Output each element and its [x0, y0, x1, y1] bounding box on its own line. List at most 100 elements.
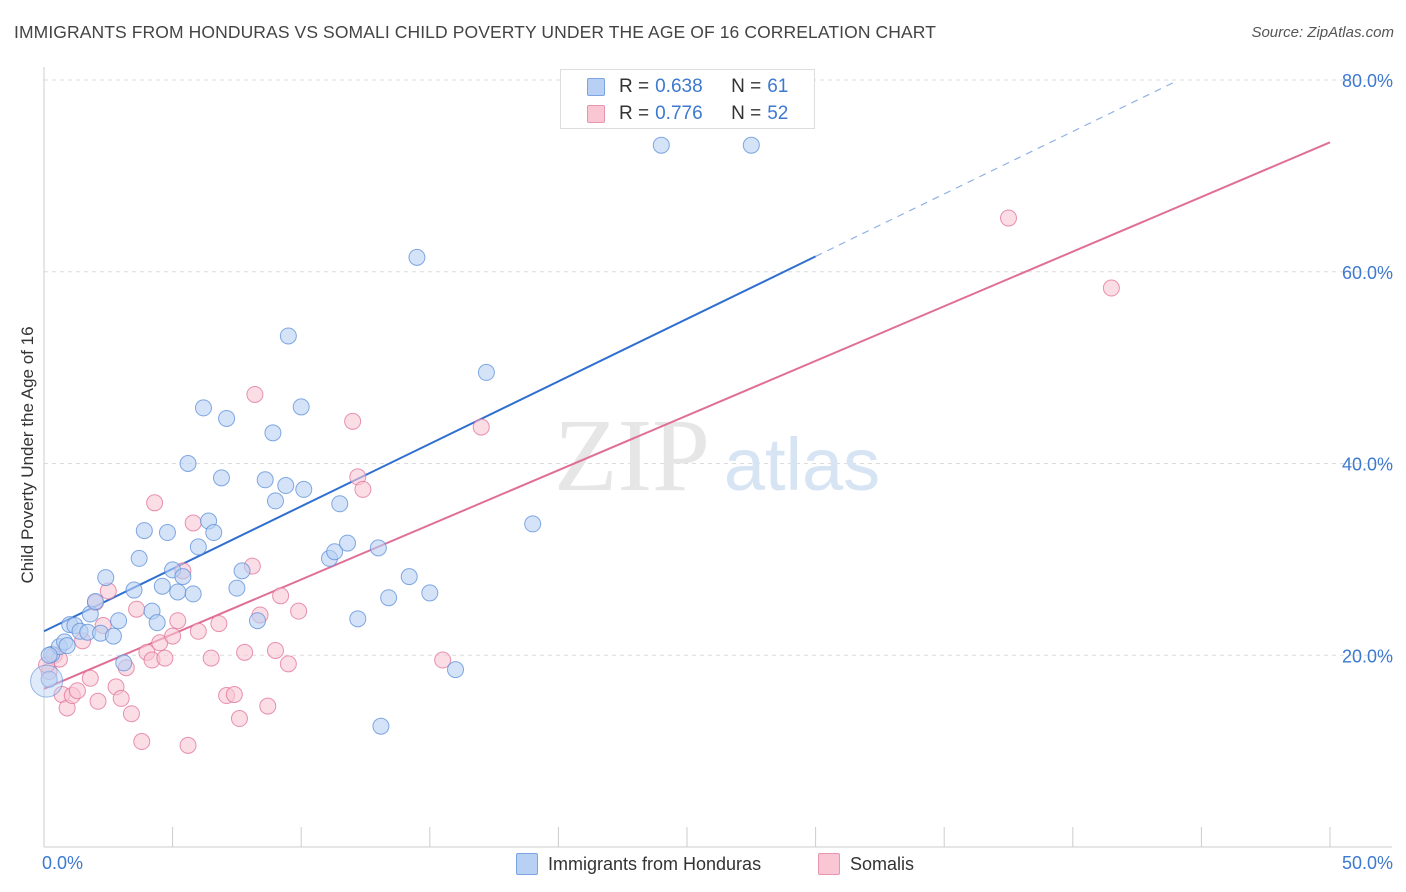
honduras-point	[380, 589, 398, 607]
honduras-point	[447, 661, 465, 679]
somalis-point	[246, 385, 264, 403]
watermark-atlas: atlas	[724, 423, 880, 506]
trend-lines	[43, 80, 1331, 690]
somalis-point	[236, 643, 254, 661]
somalis-point	[189, 622, 207, 640]
somalis-point	[230, 710, 248, 728]
honduras-point	[248, 612, 266, 630]
honduras-point	[135, 522, 153, 540]
honduras-point	[30, 664, 64, 698]
somalis-point	[202, 649, 220, 667]
axes	[43, 67, 1392, 848]
honduras-point	[524, 515, 542, 533]
honduras-point	[189, 538, 207, 556]
x-tick-label: 50.0%	[1342, 853, 1393, 873]
x-tick-label: 0.0%	[42, 853, 83, 873]
somalis-point	[272, 587, 290, 605]
legend-r-label: R =	[619, 76, 650, 97]
honduras-point	[264, 424, 282, 442]
honduras-point	[742, 136, 760, 154]
honduras-point	[179, 455, 197, 472]
honduras-point	[194, 399, 212, 417]
stats-legend: R = 0.638 N = 61 R = 0.776 N = 52	[560, 69, 815, 129]
honduras-point	[125, 581, 143, 599]
somalis-point	[184, 514, 202, 532]
source-label: Source: ZipAtlas.com	[1251, 24, 1394, 41]
honduras-point	[158, 524, 176, 542]
honduras-point	[295, 480, 313, 498]
honduras-point	[212, 469, 230, 487]
bottom-legend-somalis: Somalis	[818, 852, 914, 876]
tick-labels: 20.0% 40.0% 60.0% 80.0% 0.0% 50.0%	[42, 71, 1393, 873]
honduras-point	[174, 568, 192, 586]
somalis-point	[259, 697, 277, 715]
honduras-point	[326, 543, 344, 561]
y-axis-label: Child Poverty Under the Age of 16	[18, 326, 37, 584]
bottom-legend-honduras: Immigrants from Honduras	[516, 852, 761, 876]
honduras-point	[97, 569, 115, 587]
honduras-point	[372, 717, 390, 735]
legend-r-value: 0.776	[655, 103, 703, 124]
somalis-point	[179, 736, 197, 754]
honduras-point	[110, 612, 128, 630]
honduras-point	[256, 471, 274, 489]
y-tick-label: 60.0%	[1342, 263, 1393, 283]
somalis-point	[1102, 279, 1120, 297]
somalis-point	[122, 705, 140, 723]
data-points	[30, 136, 1120, 754]
honduras-point	[153, 577, 171, 595]
honduras-point	[205, 524, 223, 542]
somalis-point	[344, 412, 362, 430]
legend-row-honduras: R = 0.638 N = 61	[587, 75, 788, 99]
honduras-point	[148, 614, 166, 632]
somalis-point	[169, 612, 187, 630]
honduras-point	[104, 627, 122, 645]
honduras-point	[408, 248, 426, 266]
somalis-point	[266, 641, 284, 659]
bottom-legend-label-honduras: Immigrants from Honduras	[548, 853, 762, 874]
honduras-point	[279, 327, 297, 345]
somalis-point	[434, 651, 452, 669]
honduras-point	[477, 363, 495, 381]
legend-row-somalis: R = 0.776 N = 52	[587, 102, 788, 126]
somalis-point	[1000, 209, 1017, 227]
somalis-point	[225, 686, 243, 704]
watermark: ZIP atlas	[554, 398, 880, 513]
trend-extension-honduras	[815, 80, 1176, 257]
somalis-point	[164, 627, 182, 645]
legend-swatch-pink	[587, 105, 605, 123]
somalis-point	[81, 669, 99, 687]
honduras-point	[233, 562, 251, 580]
bottom-legend-swatch-pink	[818, 853, 840, 875]
somalis-point	[68, 682, 86, 700]
honduras-point	[130, 549, 148, 567]
honduras-point	[292, 398, 310, 416]
honduras-point	[369, 539, 387, 557]
somalis-point	[290, 602, 308, 620]
trend-line-somalis	[43, 141, 1331, 690]
honduras-point	[169, 583, 187, 601]
honduras-point	[228, 579, 246, 597]
somalis-point	[279, 655, 297, 673]
somalis-point	[133, 733, 151, 751]
legend-swatch-blue	[587, 78, 605, 96]
somalis-point	[89, 692, 107, 710]
honduras-point	[652, 136, 670, 154]
somalis-point	[210, 615, 228, 633]
somalis-point	[354, 480, 372, 498]
legend-n-value: 52	[767, 103, 789, 124]
chart-title: IMMIGRANTS FROM HONDURAS VS SOMALI CHILD…	[14, 22, 936, 42]
honduras-point	[349, 610, 367, 628]
y-tick-label: 40.0%	[1342, 455, 1393, 475]
honduras-point	[277, 477, 295, 495]
honduras-point	[218, 409, 236, 427]
somalis-point	[156, 649, 174, 667]
y-tick-label: 80.0%	[1342, 71, 1393, 91]
legend-r-value: 0.638	[655, 76, 703, 97]
honduras-point	[115, 654, 133, 672]
y-tick-label: 20.0%	[1342, 646, 1393, 666]
bottom-legend-swatch-blue	[516, 853, 538, 875]
honduras-point	[40, 646, 58, 664]
legend-n-label: N =	[731, 103, 762, 124]
honduras-point	[331, 495, 349, 513]
